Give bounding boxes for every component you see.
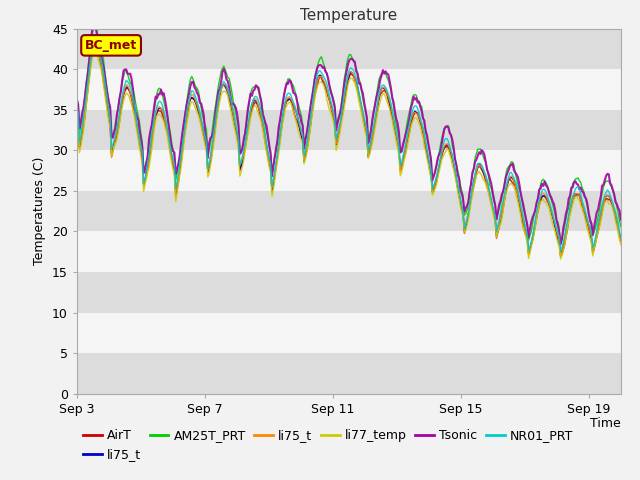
Bar: [77, 191, 621, 231]
X-axis label: Time: Time: [590, 417, 621, 430]
Bar: [77, 29, 621, 69]
Bar: [77, 312, 621, 353]
Bar: [77, 231, 621, 272]
Text: BC_met: BC_met: [85, 39, 137, 52]
Bar: [77, 150, 621, 191]
Bar: [77, 69, 621, 110]
Bar: [77, 272, 621, 312]
Bar: [77, 110, 621, 150]
Y-axis label: Temperatures (C): Temperatures (C): [33, 157, 46, 265]
Title: Temperature: Temperature: [300, 9, 397, 24]
Bar: [77, 353, 621, 394]
Legend: AirT, li75_t, AM25T_PRT, li75_t, li77_temp, Tsonic, NR01_PRT: AirT, li75_t, AM25T_PRT, li75_t, li77_te…: [83, 429, 573, 461]
